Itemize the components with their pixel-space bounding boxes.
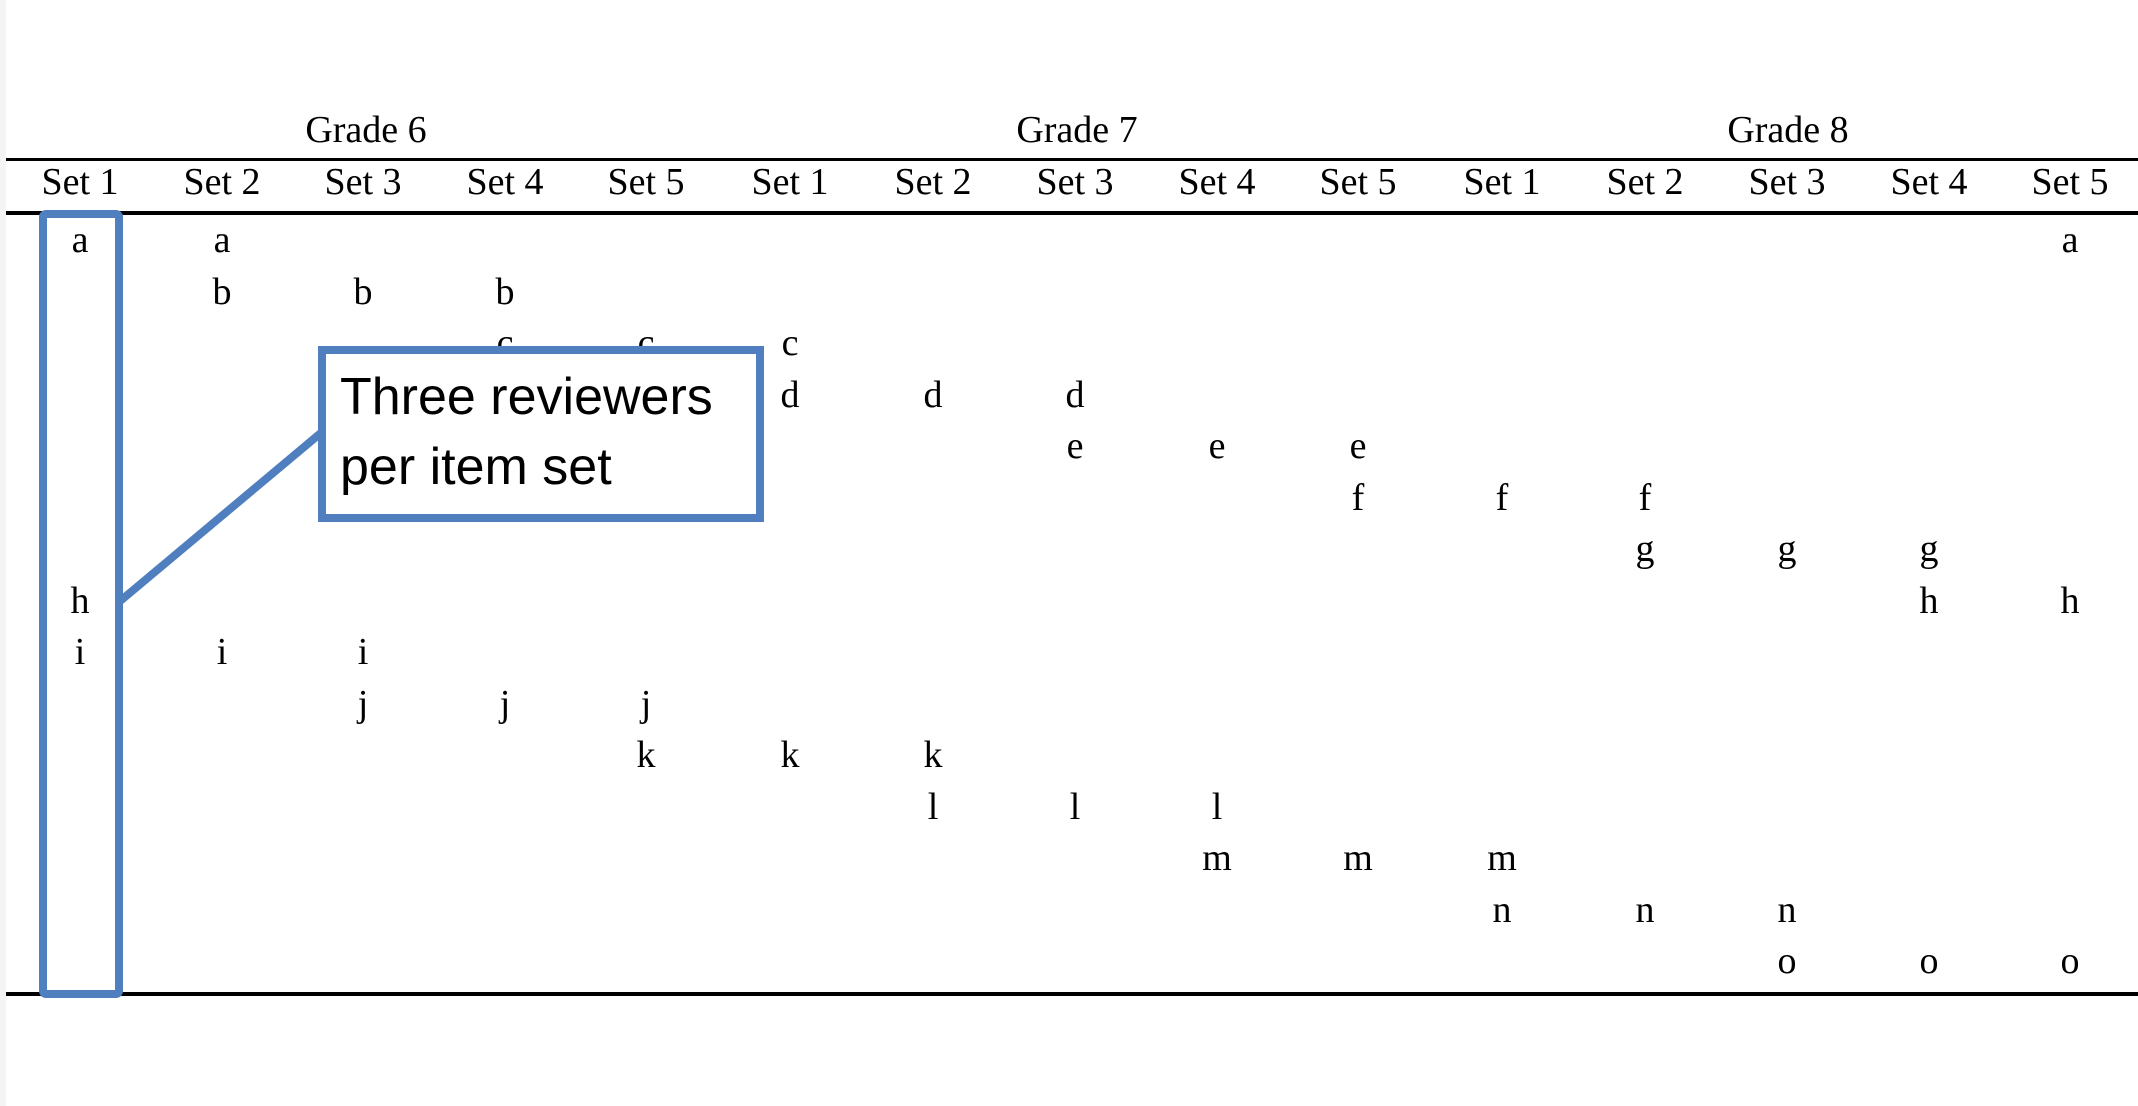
item-cell: g — [1635, 528, 1655, 570]
item-cell: h — [70, 579, 90, 622]
bottom-rule — [6, 992, 2138, 996]
item-cell: a — [2061, 219, 2079, 261]
set-header-10: Set 5 — [1319, 161, 1397, 203]
item-cell: j — [640, 682, 652, 725]
item-cell: e — [1349, 425, 1367, 467]
item-cell: d — [923, 373, 943, 416]
set-1-highlight-box — [39, 210, 123, 998]
item-cell: o — [2060, 940, 2080, 982]
item-cell: n — [1777, 888, 1797, 931]
set-header-5: Set 5 — [607, 161, 685, 203]
callout-box — [318, 346, 764, 522]
item-cell: c — [781, 322, 799, 364]
item-cell: j — [357, 682, 369, 725]
item-cell: k — [636, 734, 656, 776]
set-header-4: Set 4 — [466, 161, 544, 203]
set-header-11: Set 1 — [1463, 161, 1541, 203]
grade-7-header: Grade 7 — [1016, 109, 1138, 151]
set-header-12: Set 2 — [1606, 161, 1684, 203]
set-header-3: Set 3 — [324, 161, 402, 203]
item-cell: e — [1066, 425, 1084, 467]
item-cell: o — [1777, 940, 1797, 982]
set-header-14: Set 4 — [1890, 161, 1968, 203]
item-cell: n — [1492, 888, 1512, 931]
item-cell: d — [1065, 373, 1085, 416]
set-header-7: Set 2 — [894, 161, 972, 203]
callout-text: Three reviewers per item set — [340, 362, 713, 502]
item-cell: g — [1919, 528, 1939, 570]
item-cell: o — [1919, 940, 1939, 982]
item-cell: f — [1638, 476, 1652, 519]
set-header-9: Set 4 — [1178, 161, 1256, 203]
item-cell: g — [1777, 528, 1797, 570]
item-cell: n — [1635, 888, 1655, 931]
callout-line-2: per item set — [340, 438, 612, 496]
item-cell: m — [1343, 837, 1373, 879]
item-cell: i — [216, 631, 228, 673]
callout-line-1: Three reviewers — [340, 368, 713, 426]
item-cell: m — [1202, 837, 1232, 879]
header-rule — [6, 211, 2138, 215]
left-edge-strip — [0, 0, 6, 1106]
set-header-1: Set 1 — [41, 161, 119, 203]
set-header-6: Set 1 — [751, 161, 829, 203]
item-cell: k — [780, 734, 800, 776]
set-header-13: Set 3 — [1748, 161, 1826, 203]
item-cell: d — [780, 373, 800, 416]
item-cell: i — [74, 631, 86, 673]
set-header-15: Set 5 — [2031, 161, 2109, 203]
item-cell: f — [1495, 476, 1509, 519]
grade-6-header: Grade 6 — [305, 109, 427, 151]
set-header-2: Set 2 — [183, 161, 261, 203]
item-cell: b — [495, 270, 515, 313]
item-cell: b — [212, 270, 232, 313]
item-cell: h — [1919, 579, 1939, 622]
item-cell: f — [1351, 476, 1365, 519]
item-cell: l — [1211, 785, 1223, 828]
item-cell: l — [927, 785, 939, 828]
item-cell: j — [499, 682, 511, 725]
item-cell: l — [1069, 785, 1081, 828]
item-cell: h — [2060, 579, 2080, 622]
grade-8-header: Grade 8 — [1727, 109, 1849, 151]
set-header-8: Set 3 — [1036, 161, 1114, 203]
item-cell: i — [357, 631, 369, 673]
top-rule — [6, 158, 2138, 161]
item-cell: a — [213, 219, 231, 261]
item-cell: a — [71, 219, 89, 261]
callout-leader-line — [116, 428, 325, 606]
item-cell: k — [923, 734, 943, 776]
item-cell: b — [353, 270, 373, 313]
item-cell: m — [1487, 837, 1517, 879]
item-cell: e — [1208, 425, 1226, 467]
